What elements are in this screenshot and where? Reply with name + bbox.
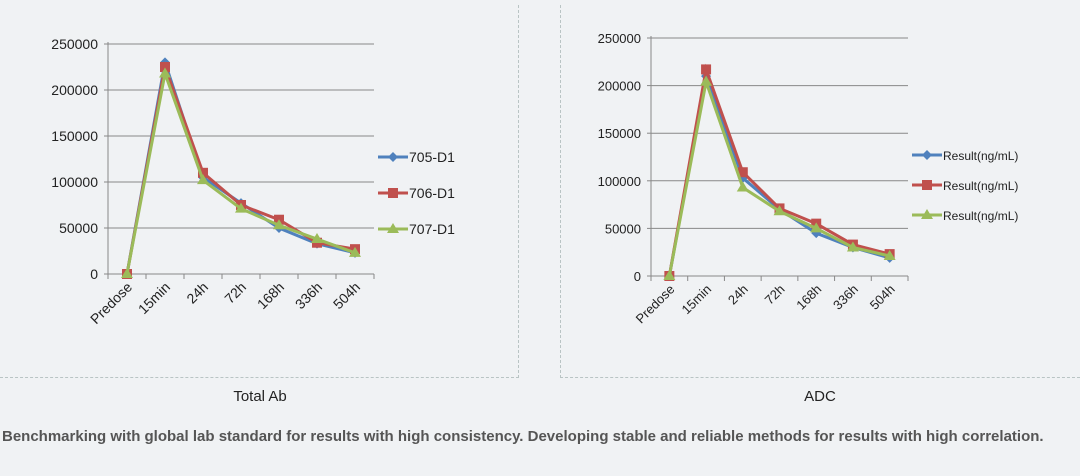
x-tick-label: Predose xyxy=(87,279,135,327)
y-tick-label: 50000 xyxy=(59,220,98,236)
data-point xyxy=(121,268,133,278)
legend-marker xyxy=(388,152,398,162)
legend-label: 705-D1 xyxy=(409,149,455,165)
legend-marker xyxy=(922,150,932,160)
chart-1: 0 50000 100000 150000 200000 250000 Predose 15m… xyxy=(598,31,1019,326)
y-tick-label: 150000 xyxy=(51,128,98,144)
caption-adc: ADC xyxy=(804,388,836,405)
legend-marker xyxy=(922,180,932,190)
x-tick-label: 504h xyxy=(867,282,898,313)
y-tick-label: 150000 xyxy=(598,126,641,141)
x-tick-label: 15min xyxy=(135,279,173,317)
footer-text: Benchmarking with global lab standard fo… xyxy=(2,428,1044,445)
x-tick-label: 72h xyxy=(762,282,788,308)
data-point xyxy=(235,202,247,213)
data-point xyxy=(197,174,209,185)
x-tick-label: 24h xyxy=(725,282,751,308)
data-point xyxy=(736,181,749,192)
x-tick-label: 24h xyxy=(183,279,211,307)
data-point xyxy=(700,75,713,86)
y-tick-label: 100000 xyxy=(598,174,641,189)
y-tick-label: 0 xyxy=(634,269,641,284)
legend-marker xyxy=(921,209,933,219)
data-point xyxy=(846,241,859,252)
data-point xyxy=(773,205,786,216)
y-tick-label: 0 xyxy=(90,266,98,282)
x-tick-label: 504h xyxy=(330,279,363,312)
data-point xyxy=(273,219,285,230)
data-point xyxy=(883,250,896,261)
data-point xyxy=(198,167,208,178)
legend-label: Result(ng/mL) xyxy=(943,179,1018,193)
data-point xyxy=(810,222,823,233)
data-point xyxy=(159,67,171,78)
x-tick-label: 336h xyxy=(830,282,861,313)
caption-total-ab: Total Ab xyxy=(233,388,287,405)
y-tick-label: 200000 xyxy=(598,79,641,94)
x-tick-label: 168h xyxy=(254,279,287,312)
series-line-2 xyxy=(667,75,890,277)
chart-panel-adc xyxy=(560,5,1080,378)
x-tick-label: 336h xyxy=(292,279,325,312)
data-point xyxy=(311,233,323,244)
x-tick-label: 168h xyxy=(793,282,824,313)
legend-label: 707-D1 xyxy=(409,221,455,237)
data-point xyxy=(663,270,676,280)
data-point xyxy=(160,62,170,72)
legend-label: 706-D1 xyxy=(409,185,455,201)
x-tick-label: Predose xyxy=(633,282,678,327)
x-tick-label: 72h xyxy=(221,279,249,307)
chart-panel-total-ab xyxy=(0,5,519,378)
legend-marker xyxy=(387,223,399,233)
data-point xyxy=(737,167,748,178)
data-point xyxy=(349,246,361,257)
data-point xyxy=(701,64,712,75)
y-tick-label: 250000 xyxy=(598,31,641,46)
y-tick-label: 50000 xyxy=(605,221,641,236)
y-tick-label: 200000 xyxy=(51,82,98,98)
y-tick-label: 250000 xyxy=(51,36,98,52)
legend-marker xyxy=(388,188,398,198)
x-tick-label: 15min xyxy=(679,282,715,318)
legend-label: Result(ng/mL) xyxy=(943,209,1018,223)
legend-label: Result(ng/mL) xyxy=(943,149,1018,163)
y-tick-label: 100000 xyxy=(51,174,98,190)
chart-0: 0 50000 100000 150000 200000 250000 Predose 15m… xyxy=(51,36,455,327)
